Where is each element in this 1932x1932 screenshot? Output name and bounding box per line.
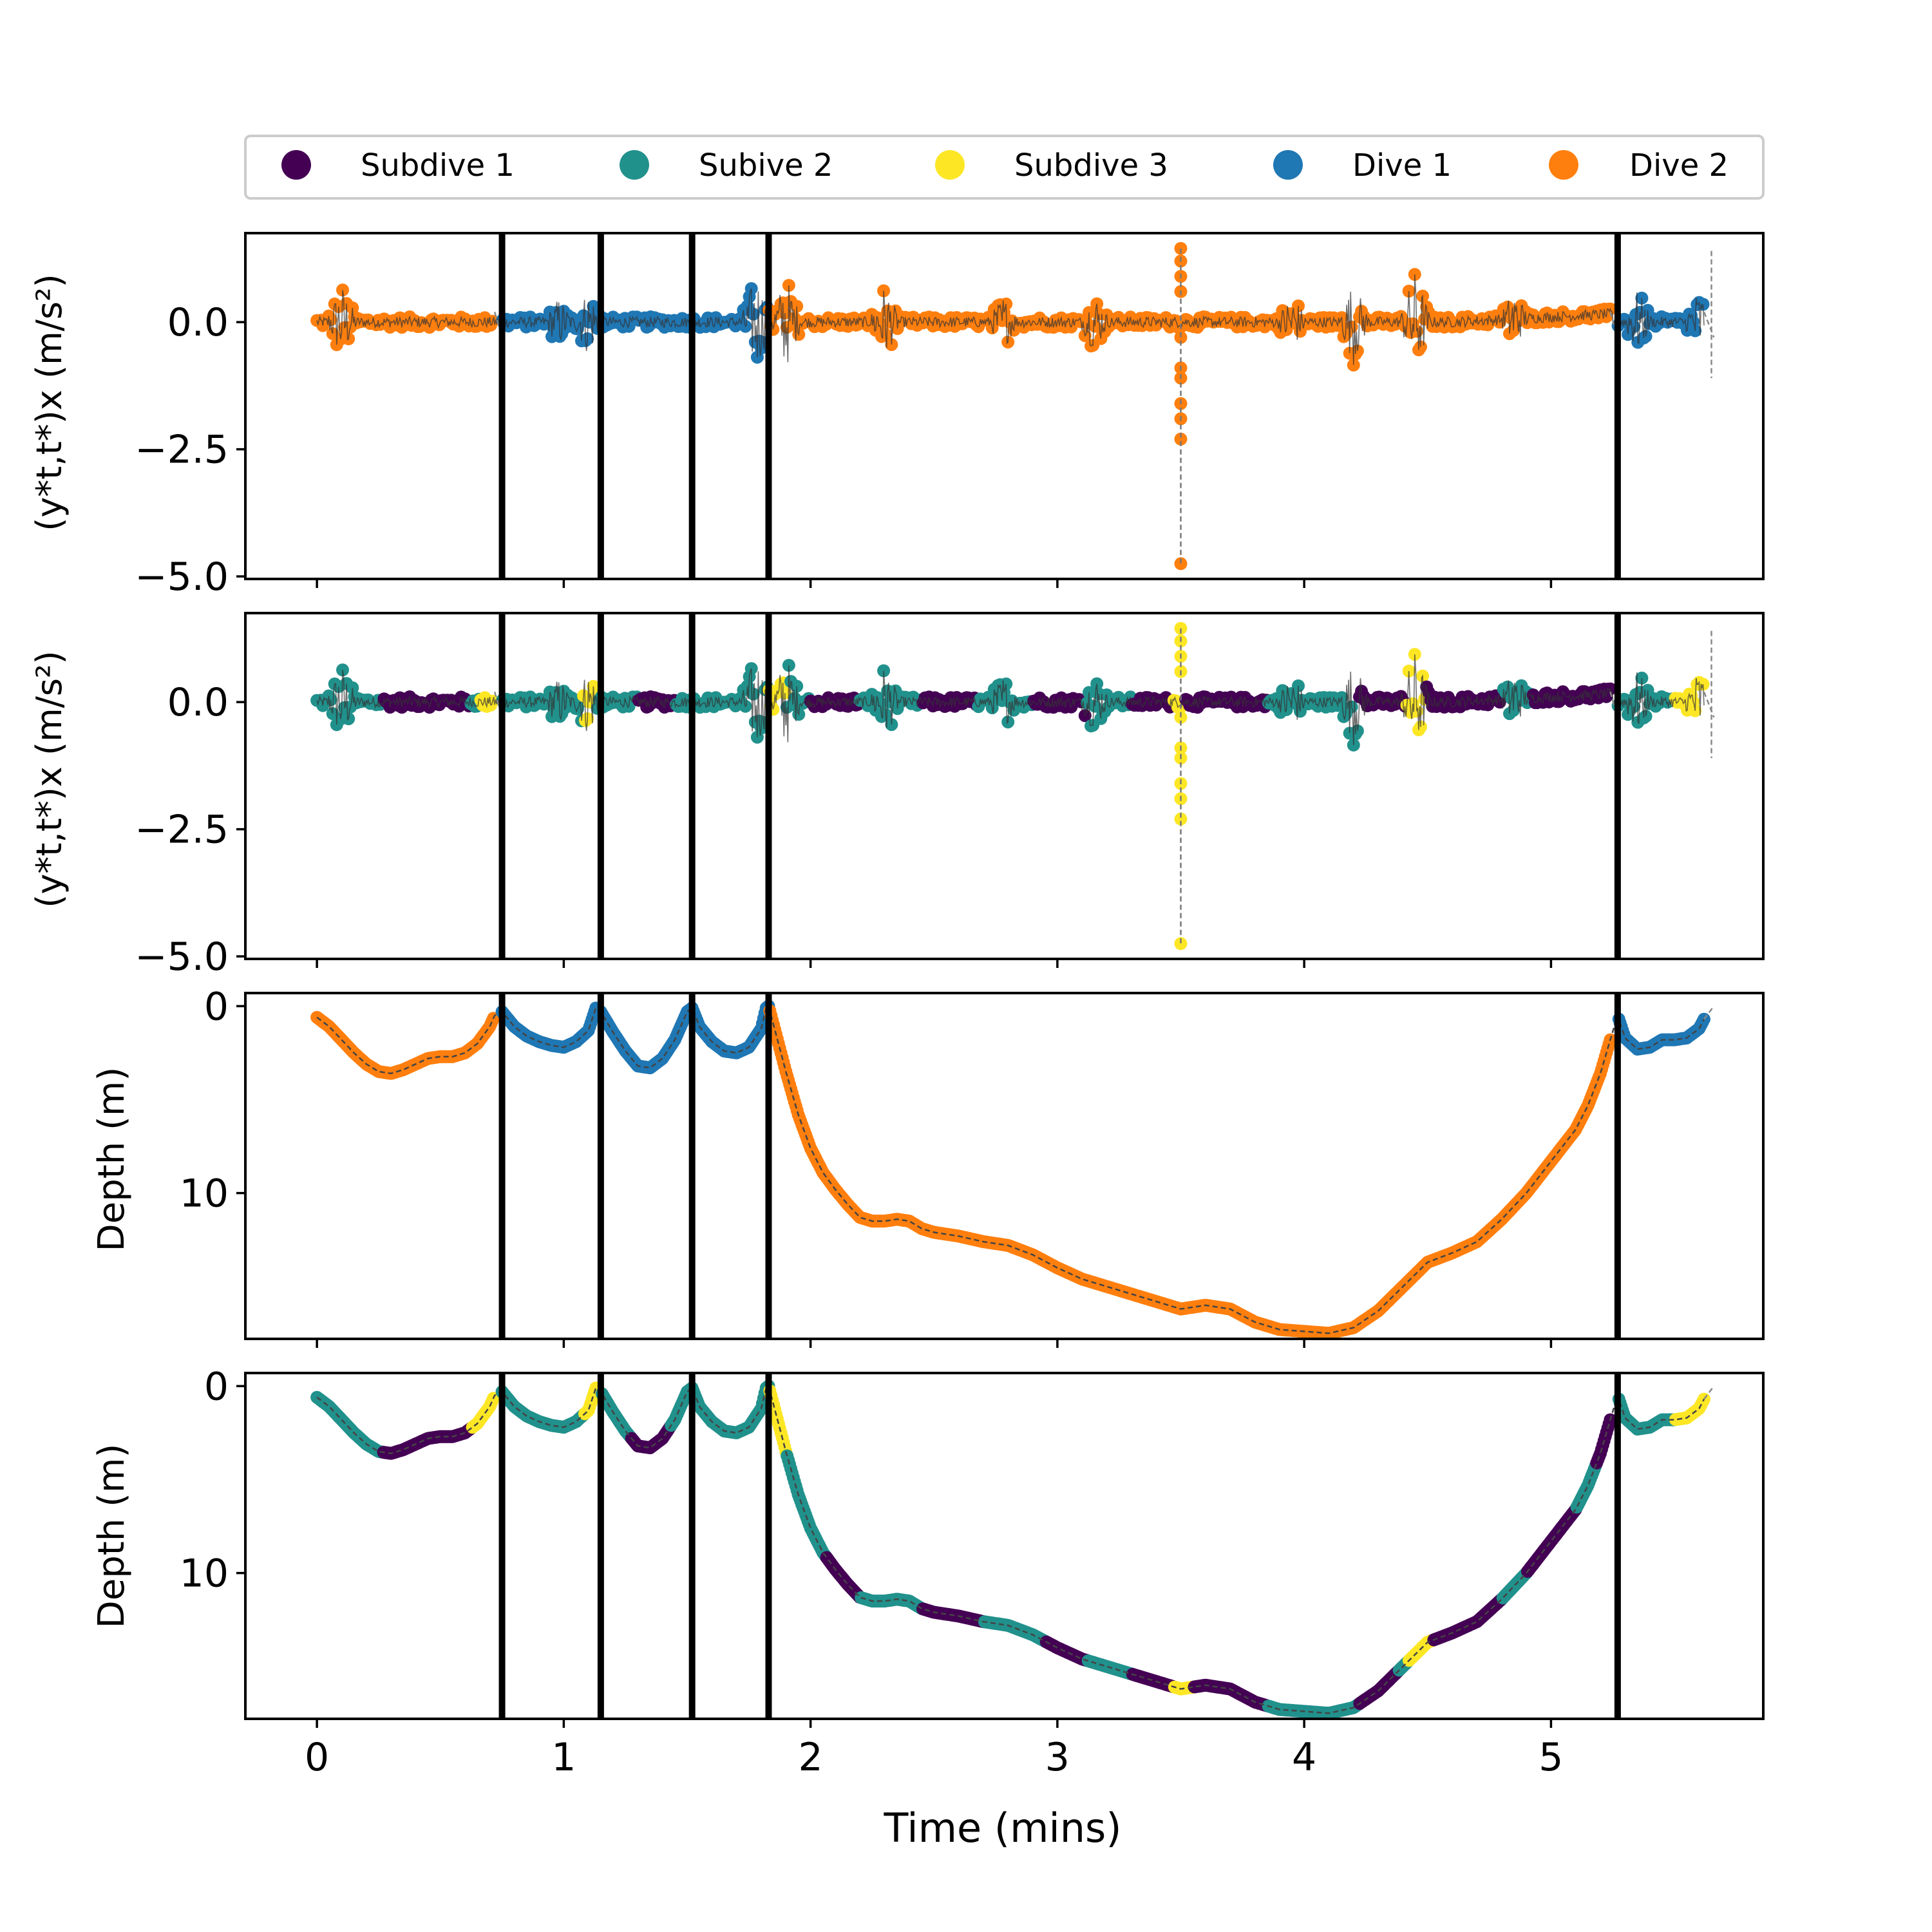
gap-trace [1609,692,1619,718]
data-point [1174,710,1188,724]
gap-trace [1609,312,1619,338]
plot-area [310,621,1715,951]
gap-trace [493,312,503,338]
panel-depth-by-dive: 0 10 [180,984,1765,1348]
y-tick-label: 0 [204,984,229,1029]
y-axis-label-depth-2: Depth (m) [91,1444,133,1629]
y-axis-label-depth-1: Depth (m) [91,1067,133,1252]
x-tick-label: 1 [551,1735,576,1780]
y-tick-label: 0.0 [167,300,229,345]
x-tick-label: 3 [1045,1735,1070,1780]
panel-accel-by-subdive: 0.0 −2.5 −5.0 [135,612,1765,980]
legend-label-dive-1: Dive 1 [1352,147,1452,184]
axes-frame [244,232,1765,580]
panel-depth-by-subdive: 0 10 0 1 2 3 4 5 [180,1364,1765,1780]
legend-label-subdive-1: Subdive 1 [361,147,515,184]
plot-area [310,999,1715,1339]
y-axis-label-accel-1: (y*t,t*)x (m/s²) [29,274,70,531]
gap-trace [1703,691,1715,718]
legend: Subdive 1 Subive 2 Subdive 3 Dive 1 Dive… [244,135,1765,200]
y-tick-label: 0 [204,1364,229,1409]
gap-trace [493,692,503,718]
legend-marker-dive-1 [1273,150,1303,180]
legend-entry: Dive 2 [1549,147,1728,184]
y-tick-label: 10 [180,1171,229,1217]
panel-accel-by-dive: 0.0 −2.5 −5.0 [135,232,1765,600]
data-point [1174,812,1188,826]
legend-entry: Subdive 3 [935,147,1168,184]
legend-entry: Subdive 1 [281,147,515,184]
gap-trace [1703,1385,1715,1400]
axes-frame [244,1372,1765,1720]
legend-marker-subdive-1 [281,150,311,180]
data-point [1174,432,1188,446]
legend-label-dive-2: Dive 2 [1629,147,1728,184]
x-tick-label: 2 [799,1735,823,1780]
axes-frame [244,992,1765,1340]
axes-frame [244,612,1765,960]
x-tick-label: 4 [1292,1735,1316,1780]
legend-frame [244,135,1765,200]
data-point [1174,937,1188,951]
y-axis-label-accel-2: (y*t,t*)x (m/s²) [29,650,70,907]
depth-trace [316,1385,1705,1714]
y-tick-label: −5.0 [135,934,229,980]
gap-trace [1703,1005,1715,1020]
plot-area [310,242,1715,571]
legend-marker-dive-2 [1549,150,1578,180]
y-tick-label: −2.5 [135,428,229,473]
y-tick-label: −5.0 [135,554,229,600]
legend-entry: Dive 1 [1273,147,1452,184]
x-tick-label: 5 [1539,1735,1563,1780]
legend-label-subive-2: Subive 2 [699,147,833,184]
gap-trace [1703,311,1715,338]
depth-trace [316,1005,1705,1334]
y-tick-label: 0.0 [167,680,229,725]
x-axis-label: Time (mins) [883,1804,1121,1852]
legend-entry: Subive 2 [620,147,833,184]
plot-area [310,1379,1715,1719]
legend-label-subdive-3: Subdive 3 [1014,147,1168,184]
legend-marker-subive-2 [620,150,649,180]
data-point [1174,557,1188,571]
accel-trace [316,654,1705,745]
x-tick-label: 0 [305,1735,329,1780]
data-point [1174,330,1188,344]
y-tick-label: 10 [180,1551,229,1596]
y-tick-label: −2.5 [135,808,229,853]
accel-trace [316,274,1705,365]
legend-marker-subdive-3 [935,150,965,180]
